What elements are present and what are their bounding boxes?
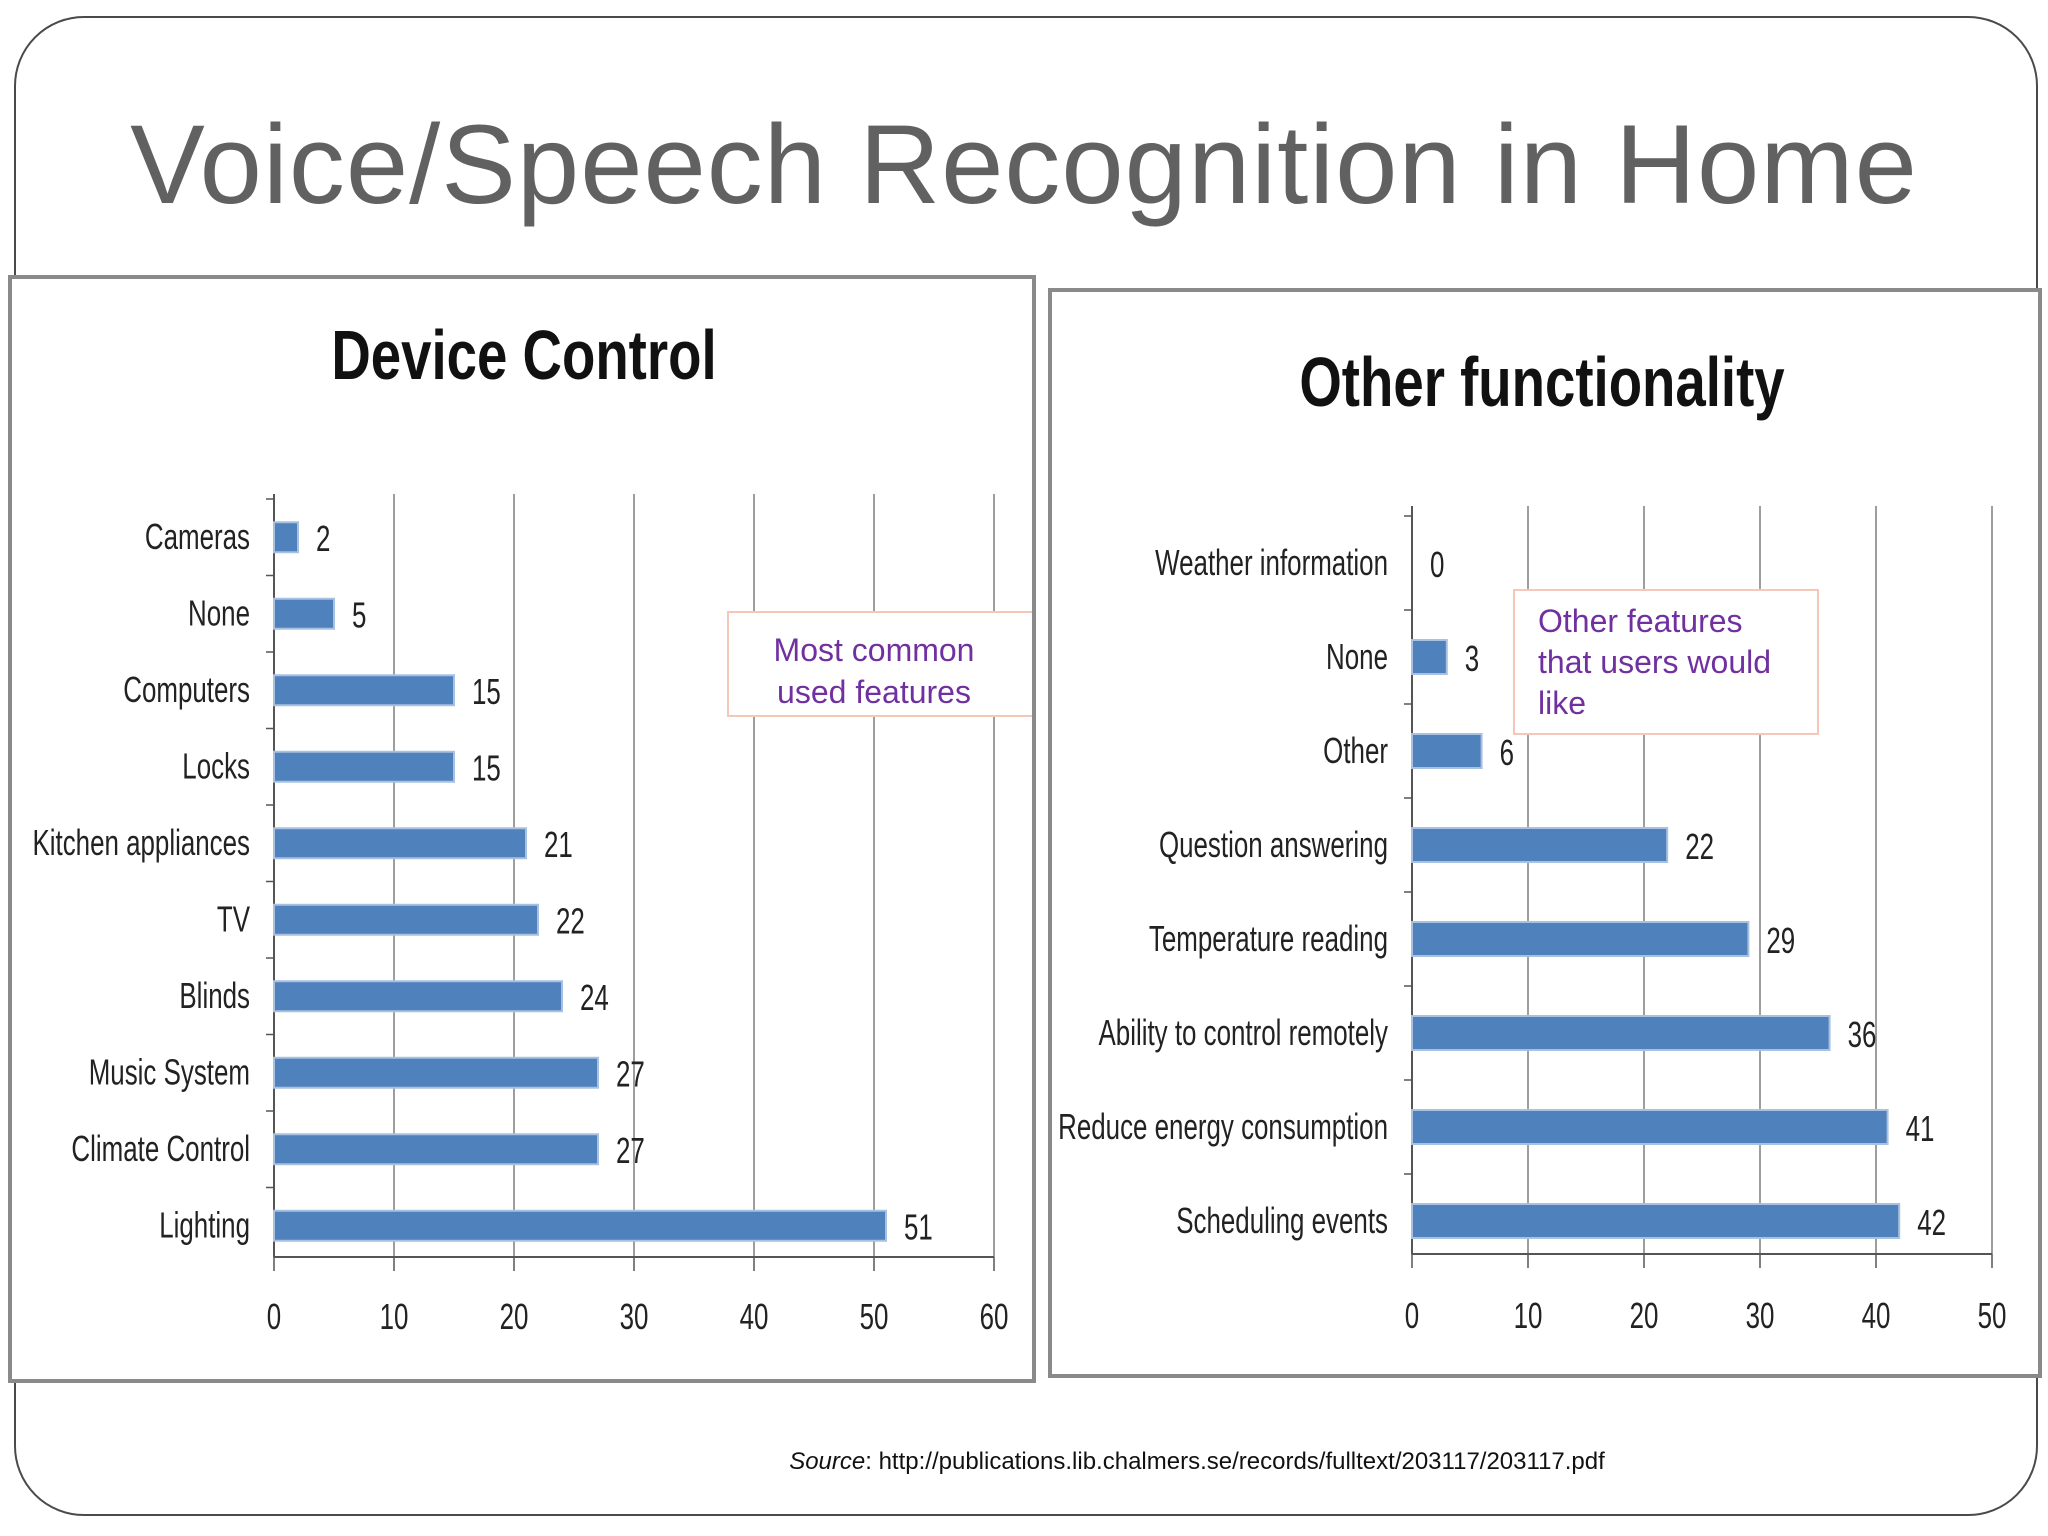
callout-box (727, 611, 1032, 717)
bar (273, 1056, 599, 1089)
x-tick-label: 20 (1630, 1296, 1659, 1336)
slide-title: Voice/Speech Recognition in Home (130, 102, 1918, 227)
category-label: Kitchen appliances (32, 823, 250, 863)
data-label: 22 (1685, 827, 1714, 867)
x-tick-label: 20 (500, 1297, 529, 1337)
data-label: 27 (616, 1055, 645, 1095)
source-citation: Source: http://publications.lib.chalmers… (0, 1448, 2048, 1476)
bar (273, 827, 527, 860)
bar (1411, 639, 1448, 675)
x-tick-label: 0 (267, 1297, 281, 1337)
source-label: Source (789, 1448, 866, 1475)
chart-title: Other functionality (1299, 344, 1784, 422)
bar (273, 521, 299, 554)
bar (1411, 1109, 1889, 1145)
data-label: 15 (472, 749, 501, 789)
source-url: : http://publications.lib.chalmers.se/re… (865, 1448, 1605, 1475)
callout-text: used features (777, 674, 971, 710)
callout-text: that users would (1538, 644, 1771, 680)
other-functionality-chart-panel: Other functionality 0 10 20 30 40 50 Weather in… (1048, 288, 2042, 1378)
x-tick-label: 0 (1405, 1296, 1419, 1336)
data-label: 22 (556, 902, 585, 942)
x-tick-label: 10 (380, 1297, 409, 1337)
bar (1411, 733, 1483, 769)
data-label: 41 (1906, 1109, 1935, 1149)
bar (1411, 827, 1669, 863)
x-tick-label: 40 (1862, 1296, 1891, 1336)
bar (273, 1133, 599, 1166)
category-label: Reduce energy consumption (1058, 1107, 1388, 1147)
data-label: 29 (1766, 921, 1795, 961)
bar (273, 980, 563, 1013)
data-label: 36 (1848, 1015, 1877, 1055)
x-tick-label: 40 (740, 1297, 769, 1337)
bar (1411, 921, 1750, 957)
category-label: Weather information (1155, 543, 1388, 583)
x-tick-label: 50 (860, 1297, 889, 1337)
category-label: None (188, 594, 250, 634)
callout-text: like (1538, 685, 1586, 721)
x-tick-label: 10 (1514, 1296, 1543, 1336)
callout-box (1513, 589, 1819, 735)
category-label: Climate Control (71, 1129, 250, 1169)
data-label: 24 (580, 978, 609, 1018)
x-tick-label: 60 (980, 1297, 1009, 1337)
data-label: 5 (352, 596, 366, 636)
callout-text: Most common (774, 632, 975, 668)
bar (273, 750, 455, 783)
category-label: Temperature reading (1149, 919, 1388, 959)
x-tick-label: 30 (620, 1297, 649, 1337)
device-control-chart-panel: Device Control 0 10 20 30 40 50 60 Cameras 2 None 5… (8, 275, 1036, 1383)
category-label: None (1326, 637, 1388, 677)
category-label: Computers (123, 670, 250, 710)
category-label: Blinds (179, 976, 250, 1016)
category-label: Locks (182, 747, 250, 787)
data-label: 0 (1430, 545, 1444, 585)
bar (273, 1209, 887, 1242)
data-label: 6 (1500, 733, 1514, 773)
category-label: Music System (89, 1053, 250, 1093)
data-label: 42 (1917, 1203, 1946, 1243)
bar (1411, 1203, 1901, 1239)
bar (273, 597, 335, 630)
category-label: Scheduling events (1176, 1201, 1388, 1241)
callout-text: Other features (1538, 603, 1743, 639)
x-tick-label: 30 (1746, 1296, 1775, 1336)
bar (1411, 1015, 1831, 1051)
chart-title: Device Control (331, 317, 716, 395)
data-label: 21 (544, 825, 573, 865)
bar (273, 903, 539, 936)
data-label: 51 (904, 1208, 933, 1248)
data-label: 27 (616, 1131, 645, 1171)
data-label: 15 (472, 672, 501, 712)
category-label: TV (217, 900, 250, 940)
bar (273, 674, 455, 707)
data-label: 3 (1465, 639, 1479, 679)
category-label: Other (1323, 731, 1388, 771)
x-tick-label: 50 (1978, 1296, 2007, 1336)
category-label: Cameras (145, 517, 250, 557)
category-label: Lighting (159, 1206, 250, 1246)
data-label: 2 (316, 519, 330, 559)
category-label: Question answering (1159, 825, 1388, 865)
category-label: Ability to control remotely (1099, 1013, 1389, 1053)
device-control-chart: Device Control 0 10 20 30 40 50 60 Cameras 2 None 5… (32, 317, 1032, 1337)
